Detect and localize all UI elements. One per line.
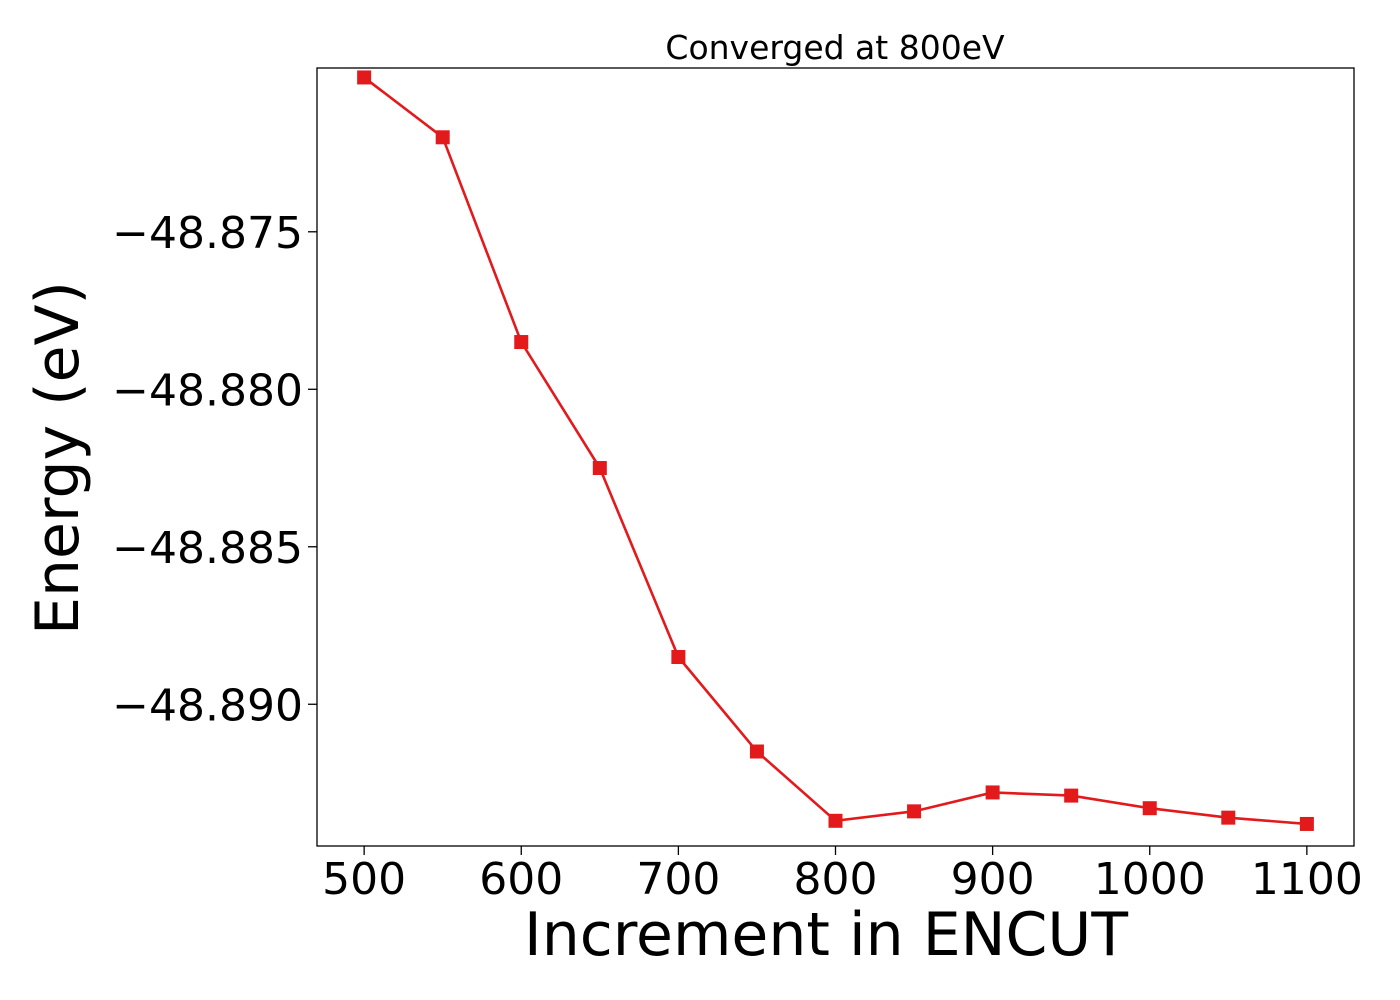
x-axis-ticks: 500 600 700 800 900 1000 1100 xyxy=(322,846,1363,905)
y-axis-label: Energy (eV) xyxy=(23,281,93,635)
x-tick-label: 1000 xyxy=(1094,854,1206,905)
data-point xyxy=(828,813,843,828)
x-axis-label: Increment in ENCUT xyxy=(524,900,1128,970)
data-point xyxy=(671,650,686,665)
x-tick-label: 800 xyxy=(794,854,878,905)
x-tick-label: 700 xyxy=(636,854,720,905)
data-point xyxy=(1142,801,1157,816)
chart-title: Converged at 800eV xyxy=(665,28,1005,67)
y-tick-label: −48.880 xyxy=(112,365,303,416)
data-point xyxy=(357,70,372,85)
x-tick-label: 1100 xyxy=(1251,854,1363,905)
data-point xyxy=(592,461,607,476)
data-point xyxy=(985,785,1000,800)
series-layer xyxy=(357,70,1314,831)
data-point xyxy=(435,130,450,145)
data-point xyxy=(907,804,922,819)
x-tick-label: 900 xyxy=(951,854,1035,905)
x-tick-label: 600 xyxy=(479,854,563,905)
data-point xyxy=(1299,816,1314,831)
plot-area xyxy=(316,67,1355,847)
series-line xyxy=(363,76,1307,826)
y-axis-ticks: −48.875 −48.880 −48.885 −48.890 xyxy=(112,208,317,731)
data-point xyxy=(1064,788,1079,803)
data-point xyxy=(749,744,764,759)
data-point xyxy=(514,335,529,350)
x-tick-label: 500 xyxy=(322,854,406,905)
data-point xyxy=(1221,810,1236,825)
y-tick-label: −48.890 xyxy=(112,680,303,731)
y-tick-label: −48.885 xyxy=(112,523,303,574)
y-tick-label: −48.875 xyxy=(112,208,303,259)
